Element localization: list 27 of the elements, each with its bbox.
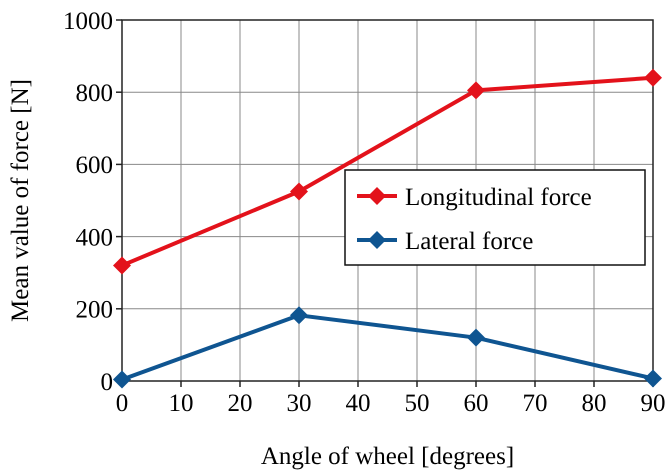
point — [290, 182, 308, 200]
point — [113, 256, 131, 274]
y-tick-label: 200 — [76, 296, 113, 324]
x-tick-label: 90 — [640, 390, 666, 417]
x-tick-label: 40 — [346, 390, 370, 417]
y-tick-label: 1000 — [63, 8, 113, 35]
x-tick-label: 70 — [522, 390, 548, 417]
y-tick-label: 600 — [76, 152, 113, 180]
x-tick-label: 10 — [168, 390, 194, 417]
point — [467, 328, 485, 347]
x-axis-title: Angle of wheel [degrees] — [260, 443, 514, 470]
legend-label: Longitudinal force — [405, 184, 592, 211]
y-tick-label: 400 — [76, 224, 113, 252]
y-tick-label: 800 — [76, 80, 113, 107]
y-tick-label: 0 — [100, 368, 113, 396]
point — [467, 81, 485, 100]
x-tick-label: 80 — [582, 390, 606, 417]
x-tick-label: 20 — [228, 390, 252, 417]
legend-label: Lateral force — [405, 228, 534, 255]
point — [644, 68, 662, 87]
x-tick-label: 30 — [286, 390, 312, 417]
point — [644, 369, 662, 388]
x-tick-label: 60 — [464, 390, 488, 417]
x-tick-label: 50 — [404, 390, 430, 417]
point — [113, 370, 131, 389]
point — [290, 306, 308, 324]
y-axis-title: Mean value of force [N] — [7, 79, 34, 322]
